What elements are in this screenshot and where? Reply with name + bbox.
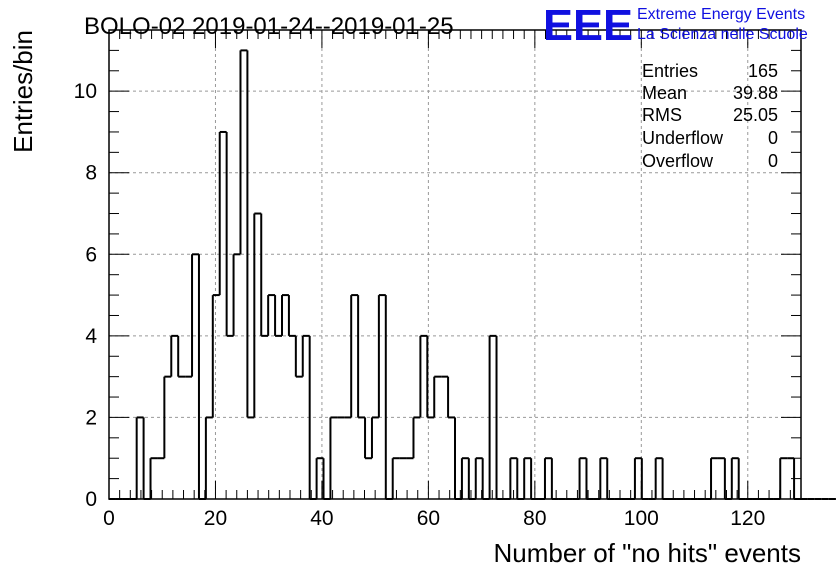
stats-box: Entries 165 Mean 39.88 RMS 25.05 Underfl… bbox=[642, 61, 778, 171]
x-tick-label: 0 bbox=[103, 507, 115, 530]
stat-value-mean: 39.88 bbox=[733, 83, 778, 103]
stat-label-rms: RMS bbox=[642, 105, 682, 125]
y-tick-label: 4 bbox=[85, 325, 97, 348]
x-tick-label: 100 bbox=[624, 507, 659, 530]
plot-frame bbox=[108, 29, 802, 500]
y-tick-label: 0 bbox=[85, 488, 97, 511]
histogram bbox=[109, 49, 836, 500]
y-tick-label: 8 bbox=[85, 162, 97, 185]
stat-label-underflow: Underflow bbox=[642, 128, 724, 148]
stat-value-overflow: 0 bbox=[768, 151, 778, 171]
stat-label-overflow: Overflow bbox=[642, 151, 714, 171]
y-tick-label: 10 bbox=[74, 80, 97, 103]
eee-logo: EEE Extreme Energy Events La Scienza nel… bbox=[543, 1, 808, 50]
y-tick-label: 6 bbox=[85, 243, 97, 266]
chart-title: BOLO-02 2019-01-24--2019-01-25 bbox=[84, 13, 454, 40]
logo-line-2: La Scienza nelle Scuole bbox=[637, 26, 808, 43]
y-axis-title: Entries/bin bbox=[8, 30, 38, 153]
stat-value-rms: 25.05 bbox=[733, 105, 778, 125]
stat-label-mean: Mean bbox=[642, 83, 687, 103]
y-tick-label: 2 bbox=[85, 406, 97, 429]
stat-value-underflow: 0 bbox=[768, 128, 778, 148]
stat-value-entries: 165 bbox=[748, 61, 778, 81]
logo-line-1: Extreme Energy Events bbox=[637, 6, 805, 23]
axis-ticks: 0 20 40 60 80 100 120 0 2 4 6 8 10 bbox=[74, 30, 802, 530]
eee-logo-mark: EEE bbox=[543, 1, 633, 50]
stat-label-entries: Entries bbox=[642, 61, 698, 81]
x-axis-title: Number of "no hits" events bbox=[494, 538, 802, 568]
x-tick-label: 120 bbox=[730, 507, 765, 530]
x-tick-label: 60 bbox=[417, 507, 440, 530]
grid bbox=[109, 30, 801, 499]
x-tick-label: 40 bbox=[310, 507, 333, 530]
x-tick-label: 80 bbox=[523, 507, 546, 530]
x-tick-label: 20 bbox=[204, 507, 227, 530]
